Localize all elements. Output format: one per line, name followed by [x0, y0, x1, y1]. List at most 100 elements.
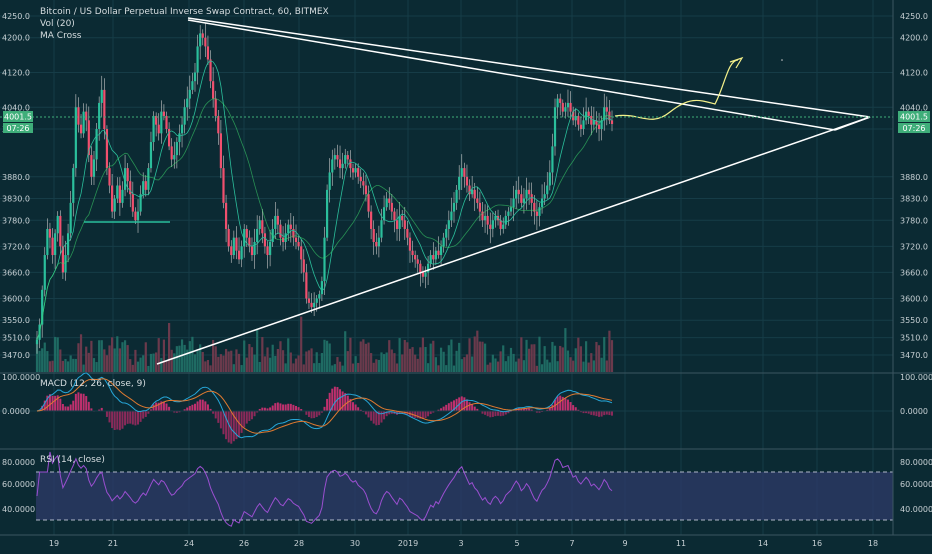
volume-bar [282, 350, 284, 372]
volume-bar [243, 340, 245, 372]
macd-hist-bar [326, 399, 328, 411]
volume-bar [300, 317, 302, 372]
candle-body [64, 255, 66, 272]
candle-body [225, 203, 227, 229]
candle-body [370, 212, 372, 229]
macd-hist-bar [450, 402, 452, 411]
volume-bar [515, 362, 517, 372]
candle-body [435, 251, 437, 260]
volume-bar [461, 359, 463, 372]
volume-bar [611, 340, 613, 372]
volume-bar [585, 341, 587, 372]
volume-bar [528, 349, 530, 372]
volume-bar [297, 355, 299, 372]
price-tick-label: 4200.0 [900, 34, 928, 43]
volume-bar [414, 355, 416, 372]
volume-bar [606, 360, 608, 372]
volume-bar [116, 336, 118, 372]
candle-body [388, 199, 390, 203]
volume-bar [287, 338, 289, 372]
volume-bar [575, 348, 577, 372]
macd-hist-bar [269, 407, 271, 411]
macd-hist-bar [339, 389, 341, 411]
volume-bar [279, 341, 281, 372]
volume-bar [225, 349, 227, 372]
macd-hist-bar [121, 411, 123, 429]
volume-bar [370, 353, 372, 372]
candle-body [562, 103, 564, 112]
volume-bar [492, 355, 494, 372]
candle-body [77, 107, 79, 124]
volume-bar [525, 340, 527, 372]
macd-hist-bar [197, 401, 199, 411]
candle-body [557, 99, 559, 108]
candle-body [108, 168, 110, 185]
macd-hist-bar [189, 406, 191, 411]
candle-body [362, 181, 364, 185]
candle-body [489, 225, 491, 229]
rsi-tick-label-left: 60.0000 [2, 480, 35, 489]
candle-body [279, 225, 281, 238]
volume-bar [173, 353, 175, 372]
macd-hist-bar [474, 407, 476, 411]
rsi-pane[interactable]: RSI (14, close) [0, 449, 932, 526]
price-tick-label-left: 4200.0 [2, 34, 30, 43]
volume-bar [505, 361, 507, 372]
macd-hist-bar [228, 411, 230, 442]
candle-body [54, 233, 56, 255]
price-axis[interactable]: 4250.04200.04120.04040.03990.03880.03830… [893, 0, 932, 535]
price-tick-label-left: 3880.0 [2, 173, 30, 182]
candle-body [507, 212, 509, 216]
candle-body [360, 177, 362, 181]
time-tick-label: 9 [622, 539, 627, 548]
macd-hist-bar [67, 407, 69, 411]
candle-body [531, 194, 533, 203]
volume-bar [62, 361, 64, 372]
volume-bar [101, 340, 103, 372]
volume-bar [455, 351, 457, 372]
macd-hist-bar [274, 403, 276, 411]
volume-bar [437, 365, 439, 372]
volume-bar [238, 354, 240, 372]
macd-hist-bar [59, 399, 61, 411]
macd-hist-bar [254, 411, 256, 416]
volume-bar [46, 351, 48, 372]
price-tick-label-left: 4040.0 [2, 103, 30, 112]
macd-hist-bar [80, 394, 82, 411]
macd-hist-bar [77, 392, 79, 411]
candle-body [261, 220, 263, 233]
volume-bar [329, 343, 331, 372]
volume-bar [178, 346, 180, 372]
macd-hist-bar [575, 407, 577, 411]
volume-bar [497, 362, 499, 372]
candle-body [386, 199, 388, 208]
macd-hist-bar [163, 402, 165, 411]
macd-hist-bar [142, 411, 144, 419]
volume-bar [546, 360, 548, 372]
candle-body [399, 216, 401, 229]
macd-hist-bar [54, 396, 56, 411]
candle-body [461, 168, 463, 177]
candle-body [83, 112, 85, 134]
macd-hist-bar [194, 404, 196, 411]
volume-bar [569, 357, 571, 372]
candle-body [90, 155, 92, 177]
price-pane[interactable]: Bitcoin / US Dollar Perpetual Inverse Sw… [0, 0, 893, 535]
candle-body [487, 216, 489, 225]
macd-pane[interactable]: MACD (12, 26, close, 9) [0, 373, 932, 444]
volume-bar [114, 348, 116, 372]
macd-hist-bar [305, 411, 307, 415]
time-tick-label: 16 [812, 539, 822, 548]
candle-body [259, 220, 261, 229]
svg-text:4001.5: 4001.5 [4, 113, 32, 122]
candle-body [134, 212, 136, 221]
volume-bar [264, 356, 266, 372]
candle-body [551, 146, 553, 172]
volume-bar [59, 349, 61, 372]
candle-body [334, 155, 336, 159]
candle-body [321, 281, 323, 294]
macd-hist-bar [127, 411, 129, 424]
candle-body [152, 116, 154, 142]
